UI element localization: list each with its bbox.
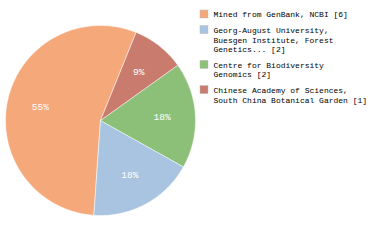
svg-text:Mined from GenBank, NCBI [6]: Mined from GenBank, NCBI [6]: [214, 10, 348, 19]
svg-text:Georg-August University,Buesge: Georg-August University,Buesgen Institut…: [214, 26, 334, 54]
svg-text:18%: 18%: [121, 170, 138, 181]
svg-text:55%: 55%: [32, 102, 49, 113]
svg-text:Centre for BiodiversityGenomic: Centre for BiodiversityGenomics [2]: [214, 61, 325, 80]
svg-text:18%: 18%: [154, 112, 171, 123]
svg-text:9%: 9%: [133, 67, 145, 78]
svg-text:Chinese Academy of Sciences,So: Chinese Academy of Sciences,South China …: [214, 86, 368, 105]
